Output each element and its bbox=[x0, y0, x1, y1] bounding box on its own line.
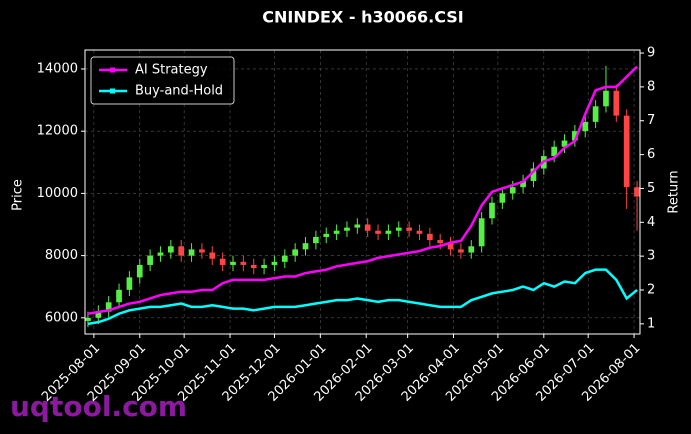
legend-label: Buy-and-Hold bbox=[135, 84, 223, 99]
candle-body bbox=[240, 261, 247, 265]
candle-body bbox=[178, 246, 185, 256]
candle-body bbox=[468, 246, 475, 253]
y2-tick-label: 1 bbox=[647, 316, 655, 331]
y2-tick-label: 5 bbox=[647, 181, 655, 196]
y-axis-label: Price bbox=[11, 179, 26, 211]
candle-body bbox=[561, 140, 568, 147]
candle-body bbox=[489, 202, 495, 219]
candle-body bbox=[344, 227, 350, 231]
candle-body bbox=[603, 90, 609, 107]
candle-body bbox=[147, 255, 153, 265]
candle-body bbox=[582, 121, 589, 132]
y2-tick-label: 3 bbox=[647, 249, 655, 264]
candle-body bbox=[313, 236, 319, 244]
candle-body bbox=[85, 317, 91, 321]
candle-body bbox=[509, 187, 516, 194]
candle-body bbox=[261, 264, 267, 269]
y2-tick-label: 6 bbox=[647, 147, 655, 162]
candle-body bbox=[116, 289, 122, 303]
legend-marker bbox=[110, 67, 115, 73]
candle-body bbox=[250, 264, 257, 269]
line-series bbox=[87, 65, 638, 315]
candle-body bbox=[136, 264, 143, 278]
candle-body bbox=[302, 243, 309, 250]
candle-body bbox=[395, 227, 402, 231]
y-tick-label: 8000 bbox=[45, 248, 78, 263]
candle-body bbox=[530, 168, 537, 181]
candle-body bbox=[167, 246, 174, 253]
candle-body bbox=[126, 277, 133, 290]
candle-body bbox=[364, 224, 371, 231]
y2-tick-label: 9 bbox=[647, 46, 655, 61]
candle-body bbox=[354, 224, 361, 228]
candle-body bbox=[416, 230, 423, 234]
candle-body bbox=[323, 233, 330, 237]
candle-body bbox=[458, 249, 464, 253]
candle-body bbox=[572, 131, 578, 141]
candle-body bbox=[199, 249, 205, 253]
candle-body bbox=[499, 193, 506, 203]
candle-body bbox=[447, 243, 454, 250]
candle-body bbox=[209, 252, 216, 259]
candle-body bbox=[634, 187, 640, 197]
candle-body bbox=[230, 261, 236, 265]
candle-body bbox=[95, 311, 102, 318]
plot-frame bbox=[84, 49, 641, 335]
candle-body bbox=[592, 106, 599, 122]
candle-body bbox=[188, 249, 195, 256]
line-series bbox=[87, 268, 638, 326]
y2-tick-label: 2 bbox=[647, 282, 655, 297]
candle-body bbox=[623, 115, 630, 188]
candle-body bbox=[520, 180, 526, 188]
candle-body bbox=[292, 249, 299, 256]
candle-body bbox=[478, 218, 485, 247]
candle-body bbox=[219, 258, 226, 265]
y2-tick-label: 8 bbox=[647, 79, 655, 94]
candle-body bbox=[281, 255, 288, 262]
candle-body bbox=[551, 146, 558, 157]
y-tick-label: 6000 bbox=[45, 310, 78, 325]
y-tick-label: 12000 bbox=[37, 124, 78, 139]
y-tick-label: 14000 bbox=[37, 61, 78, 76]
candle-body bbox=[375, 230, 381, 234]
y-tick-label: 10000 bbox=[37, 186, 78, 201]
y2-tick-label: 7 bbox=[647, 113, 655, 128]
candle-body bbox=[157, 252, 164, 256]
candle-body bbox=[385, 230, 392, 234]
candle-body bbox=[613, 90, 620, 116]
candle-body bbox=[333, 230, 340, 234]
candle-body bbox=[105, 302, 112, 312]
candle-body bbox=[426, 233, 433, 241]
candle-body bbox=[271, 261, 278, 265]
y2-axis-label: Return bbox=[667, 170, 682, 213]
legend-marker bbox=[110, 88, 115, 94]
candle-body bbox=[437, 240, 444, 244]
y2-tick-label: 4 bbox=[647, 215, 655, 230]
chart-title: CNINDEX - h30066.CSI bbox=[262, 8, 463, 27]
legend-label: AI Strategy bbox=[135, 63, 208, 78]
candle-body bbox=[406, 227, 412, 231]
watermark: uqtool.com bbox=[10, 390, 187, 423]
